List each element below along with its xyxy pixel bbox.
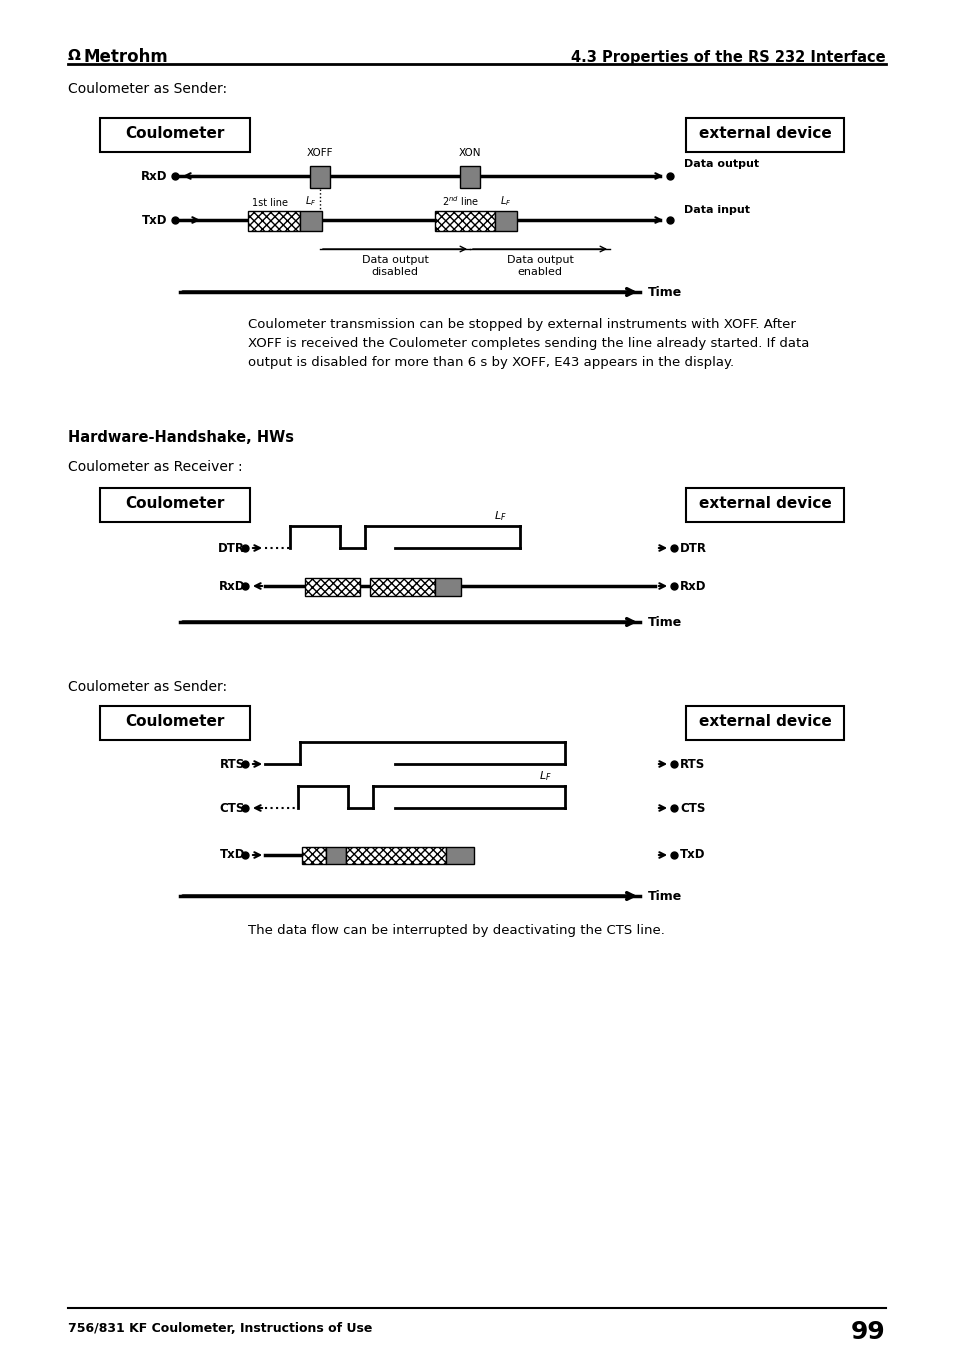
Text: Hardware-Handshake, HWs: Hardware-Handshake, HWs	[68, 430, 294, 444]
Text: external device: external device	[698, 126, 830, 141]
Text: 756/831 KF Coulometer, Instructions of Use: 756/831 KF Coulometer, Instructions of U…	[68, 1323, 372, 1335]
Bar	[326, 847, 346, 865]
Bar	[370, 578, 435, 596]
Text: Data output: Data output	[683, 159, 759, 169]
Bar	[100, 118, 250, 153]
Text: Time: Time	[647, 616, 681, 628]
Bar	[302, 847, 326, 865]
Text: RxD: RxD	[679, 580, 706, 593]
Text: Data output
disabled: Data output disabled	[361, 255, 428, 277]
Text: 99: 99	[850, 1320, 885, 1344]
Text: TxD: TxD	[219, 848, 245, 862]
Text: Time: Time	[647, 285, 681, 299]
Bar	[435, 211, 495, 231]
Bar	[435, 578, 460, 596]
Text: CTS: CTS	[679, 801, 704, 815]
Bar	[446, 847, 474, 865]
Text: Coulometer as Sender:: Coulometer as Sender:	[68, 82, 227, 96]
Text: Time: Time	[647, 889, 681, 902]
Bar	[685, 707, 843, 740]
Bar	[100, 488, 250, 521]
Text: 1st line: 1st line	[252, 199, 288, 208]
Text: external device: external device	[698, 713, 830, 728]
Text: XON: XON	[458, 149, 480, 158]
Text: L$_F$: L$_F$	[305, 195, 316, 208]
Bar	[248, 211, 299, 231]
Text: TxD: TxD	[679, 848, 705, 862]
Text: Metrohm: Metrohm	[84, 49, 169, 66]
Text: L$_F$: L$_F$	[538, 769, 551, 784]
Bar	[495, 211, 517, 231]
Text: Coulometer as Receiver :: Coulometer as Receiver :	[68, 459, 242, 474]
Text: DTR: DTR	[218, 542, 245, 554]
Text: Coulometer: Coulometer	[125, 713, 225, 728]
Bar	[305, 578, 359, 596]
Text: Coulometer as Sender:: Coulometer as Sender:	[68, 680, 227, 694]
Text: external device: external device	[698, 496, 830, 511]
Text: RxD: RxD	[140, 169, 167, 182]
Text: RTS: RTS	[219, 758, 245, 770]
Text: XOFF: XOFF	[307, 149, 333, 158]
Text: L$_F$: L$_F$	[499, 195, 511, 208]
Bar	[310, 166, 330, 188]
Text: Ω: Ω	[68, 49, 81, 63]
Bar	[100, 707, 250, 740]
Bar	[685, 488, 843, 521]
Text: CTS: CTS	[219, 801, 245, 815]
Text: RTS: RTS	[679, 758, 704, 770]
Text: Data input: Data input	[683, 205, 749, 215]
Bar	[346, 847, 446, 865]
Text: TxD: TxD	[141, 213, 167, 227]
Bar	[459, 166, 479, 188]
Text: The data flow can be interrupted by deactivating the CTS line.: The data flow can be interrupted by deac…	[248, 924, 664, 938]
Text: 2$^{nd}$ line: 2$^{nd}$ line	[442, 195, 479, 208]
Text: RxD: RxD	[218, 580, 245, 593]
Bar	[299, 211, 322, 231]
Text: L$_F$: L$_F$	[493, 509, 506, 523]
Text: Coulometer transmission can be stopped by external instruments with XOFF. After
: Coulometer transmission can be stopped b…	[248, 317, 808, 369]
Text: Coulometer: Coulometer	[125, 126, 225, 141]
Text: 4.3 Properties of the RS 232 Interface: 4.3 Properties of the RS 232 Interface	[571, 50, 885, 65]
Text: Data output
enabled: Data output enabled	[506, 255, 573, 277]
Bar	[685, 118, 843, 153]
Text: Coulometer: Coulometer	[125, 496, 225, 511]
Text: DTR: DTR	[679, 542, 706, 554]
